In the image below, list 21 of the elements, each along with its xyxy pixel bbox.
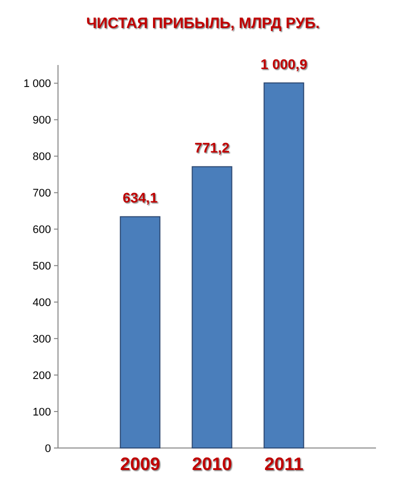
y-tick-label: 700 [32, 188, 51, 200]
y-tick-label: 900 [32, 114, 51, 127]
y-tick-label: 300 [32, 333, 51, 346]
y-tick-label: 400 [32, 296, 51, 309]
x-tick-label: 2011 [264, 454, 304, 474]
bar [120, 216, 160, 448]
chart-title: ЧИСТАЯ ПРИБЫЛЬ, МЛРД РУБ. [86, 15, 320, 32]
x-tick-label: 2010 [192, 454, 232, 474]
y-tick-label: 0 [44, 442, 51, 455]
y-tick-label: 100 [32, 406, 51, 418]
data-label: 771,2 [194, 140, 230, 156]
bar [192, 166, 232, 448]
y-tick-label: 500 [32, 260, 51, 272]
data-label: 1 000,9 [260, 56, 308, 72]
x-tick-label: 2009 [120, 454, 160, 474]
y-tick-label: 200 [32, 370, 51, 382]
y-tick-label: 800 [32, 151, 51, 164]
bar [264, 82, 304, 448]
y-tick-label: 1 000 [23, 78, 51, 90]
data-label: 634,1 [122, 190, 158, 206]
y-tick-label: 600 [32, 224, 51, 236]
